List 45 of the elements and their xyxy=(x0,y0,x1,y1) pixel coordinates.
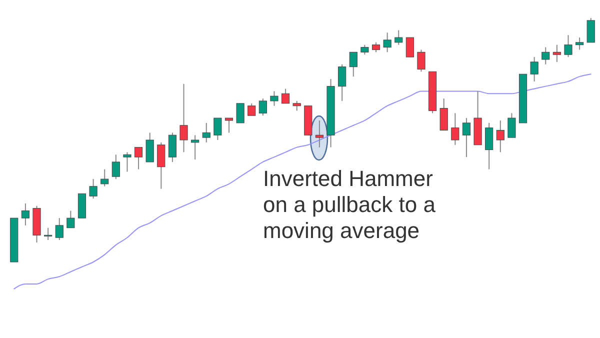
candlestick xyxy=(394,30,403,46)
candlestick xyxy=(224,118,234,134)
candlestick xyxy=(270,90,278,106)
candlestick xyxy=(360,44,369,56)
candlestick xyxy=(576,37,584,50)
candlestick xyxy=(134,146,143,170)
candlestick xyxy=(383,32,392,53)
candlestick xyxy=(372,42,380,53)
candlestick xyxy=(21,202,30,226)
candlestick xyxy=(66,210,75,228)
candlestick xyxy=(180,83,188,153)
candlestick xyxy=(157,142,166,190)
candlestick xyxy=(508,112,516,138)
candlestick xyxy=(440,98,448,131)
candlestick xyxy=(485,122,494,170)
candlestick xyxy=(55,218,64,241)
candlestick xyxy=(496,120,504,153)
candlestick xyxy=(146,132,154,162)
candlestick xyxy=(168,132,176,162)
candlestick xyxy=(248,102,256,116)
candlestick xyxy=(44,227,52,241)
candlestick xyxy=(202,122,210,143)
candlestick xyxy=(123,152,132,172)
candlestick xyxy=(282,88,290,104)
candlestick xyxy=(552,44,561,62)
candlestick xyxy=(258,98,267,116)
candlestick xyxy=(586,18,595,43)
candlestick xyxy=(100,168,109,187)
candlestick xyxy=(292,100,301,112)
candlestick xyxy=(417,49,426,72)
candlestick xyxy=(112,154,120,180)
candlestick xyxy=(338,64,346,102)
candlestick xyxy=(89,178,98,200)
candlestick xyxy=(315,120,324,148)
candlestick xyxy=(236,102,244,124)
candlestick xyxy=(214,118,222,140)
candlestick xyxy=(191,134,200,160)
candlestick xyxy=(542,46,550,65)
candlestick xyxy=(406,37,414,58)
candlestick xyxy=(349,52,358,78)
candlestick xyxy=(451,112,460,146)
candlestick xyxy=(530,56,538,82)
annotation: Inverted Hammer on a pullback to a moving average xyxy=(263,166,436,243)
candlestick xyxy=(462,118,471,158)
candlestick xyxy=(564,34,572,58)
